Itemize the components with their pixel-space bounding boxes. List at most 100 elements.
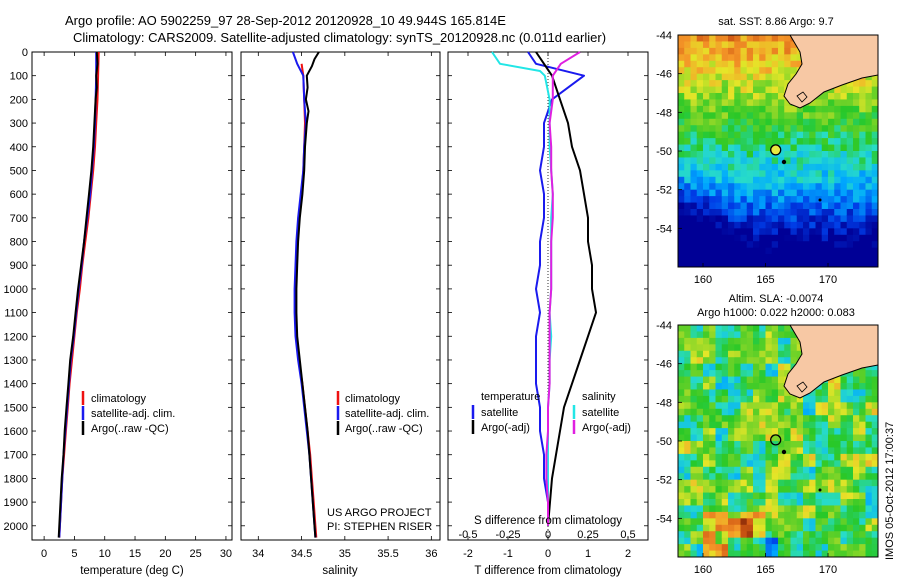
heatmap-cell [853,479,860,487]
heatmap-cell [746,544,754,552]
heatmap-cell [703,395,710,403]
heatmap-cell [865,486,873,494]
heatmap-cell [865,383,873,391]
heatmap-cell [778,434,785,442]
heatmap-cell [853,524,860,532]
heatmap-cell [859,402,867,410]
heatmap-cell [734,105,742,113]
stewart-island [796,91,808,103]
heatmap-cell [709,112,717,120]
heatmap-cell [796,112,804,120]
heatmap-cell [840,447,848,455]
heatmap-cell [796,441,804,449]
heatmap-cell [784,350,792,358]
heatmap-cell [690,41,698,49]
heatmap-cell [840,86,848,94]
heatmap-cell [859,228,867,236]
heatmap-cell [815,531,823,539]
heatmap-cell [740,183,748,191]
heatmap-cell [859,241,867,249]
heatmap-cell [853,93,860,101]
legend-label-argo: Argo(..raw -QC) [345,423,423,435]
heatmap-cell [734,35,742,43]
heatmap-cell [734,118,742,126]
heatmap-cell [784,395,792,403]
new-zealand-coast [783,35,878,109]
heatmap-cell [834,434,842,442]
heatmap-cell [746,531,754,539]
heatmap-cell [853,209,860,217]
series-line-argo [57,51,99,538]
heatmap-cell [709,67,717,75]
heatmap-cell [803,189,810,197]
heatmap-cell [753,408,760,416]
heatmap-cell [715,376,723,384]
heatmap-cell [759,105,767,113]
heatmap-cell [765,460,773,468]
heatmap-cell [690,544,698,552]
heatmap-cell [828,428,835,436]
heatmap-cell [834,505,842,513]
heatmap-cell [678,331,685,339]
heatmap-cell [771,93,779,101]
heatmap-cell [690,215,698,223]
heatmap-cell [759,408,767,416]
heatmap-cell [728,337,735,345]
heatmap-cell [834,234,842,242]
heatmap-cell [796,473,804,481]
heatmap-cell [828,550,835,557]
heatmap-cell [859,453,867,461]
heatmap-cell [765,138,773,146]
x-tick-label: 160 [694,274,712,286]
heatmap-cell [684,518,692,526]
heatmap-cell [809,441,817,449]
heatmap-cell [690,492,698,500]
heatmap-cell [703,447,710,455]
heatmap-cell [684,131,692,139]
heatmap-cell [721,260,729,267]
heatmap-cell [690,395,698,403]
heatmap-cell [709,86,717,94]
heatmap-cell [796,228,804,236]
heatmap-cell [678,125,685,133]
heatmap-cell [815,402,823,410]
heatmap-cell [734,434,742,442]
heatmap-cell [784,47,792,55]
heatmap-cell [871,370,878,378]
heatmap-cell [740,544,748,552]
heatmap-cell [678,531,685,539]
y-tick-label: 700 [10,213,28,225]
heatmap-cell [796,189,804,197]
s-tick-label: -0.5 [459,529,478,541]
heatmap-cell [765,157,773,165]
heatmap-cell [703,151,710,159]
heatmap-cell [696,376,704,384]
heatmap-cell [821,531,829,539]
heatmap-cell [746,215,754,223]
heatmap-cell [784,254,792,262]
heatmap-cell [821,505,829,513]
heatmap-cell [865,241,873,249]
heatmap-cell [815,118,823,126]
heatmap-cell [709,35,717,43]
heatmap-cell [803,531,810,539]
heatmap-cell [846,479,854,487]
heatmap-cell [771,47,779,55]
heatmap-cell [728,131,735,139]
heatmap-cell [865,105,873,113]
heatmap-cell [721,511,729,519]
heatmap-cell [753,105,760,113]
heatmap-cell [715,518,723,526]
heatmap-cell [721,163,729,171]
heatmap-cell [690,73,698,81]
heatmap-cell [746,415,754,423]
heatmap-cell [765,228,773,236]
heatmap-cell [828,144,835,152]
heatmap-cell [753,183,760,191]
heatmap-cell [715,460,723,468]
heatmap-cell [696,408,704,416]
heatmap-cell [803,131,810,139]
heatmap-cell [759,344,767,352]
heatmap-cell [703,511,710,519]
heatmap-cell [771,537,779,545]
